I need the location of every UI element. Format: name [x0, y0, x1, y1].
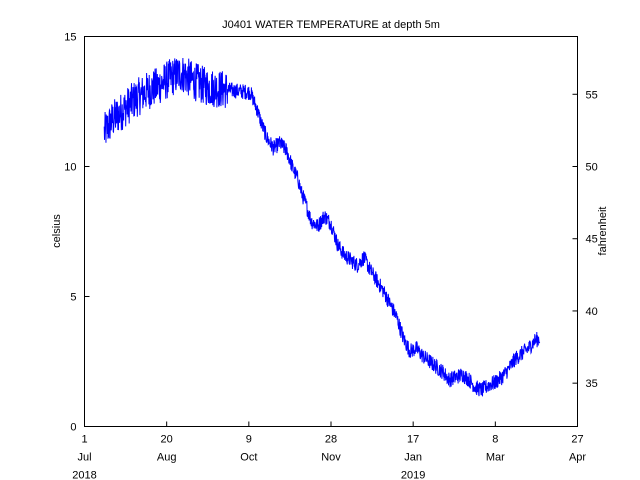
chart-title: J0401 WATER TEMPERATURE at depth 5m	[222, 19, 440, 31]
x-tick-label-year: 2018	[72, 470, 96, 480]
y-tick-label-right: 55	[586, 89, 598, 101]
y-tick-label-left: 0	[70, 422, 76, 434]
x-tick-label-month: Aug	[157, 452, 177, 464]
x-tick-label-month: Jan	[404, 452, 422, 464]
x-tick-label-month: Apr	[569, 452, 586, 464]
x-tick-label-day: 20	[161, 434, 173, 446]
x-tick-label-day: 27	[571, 434, 583, 446]
x-tick-label-day: 1	[81, 434, 87, 446]
x-tick-label-day: 17	[407, 434, 419, 446]
x-tick-label-month: Nov	[321, 452, 341, 464]
x-tick-label-day: 28	[325, 434, 337, 446]
y-tick-label-left: 5	[70, 292, 76, 304]
x-tick-label-year: 2019	[401, 470, 425, 480]
y-axis-label-fahrenheit: fahrenheit	[597, 207, 609, 256]
series-layer	[103, 58, 541, 397]
y-tick-label-right: 35	[586, 378, 598, 390]
y-tick-label-right: 40	[586, 306, 598, 318]
temperature-series-line	[103, 58, 541, 397]
x-tick-label-month: Oct	[240, 452, 257, 464]
x-tick-label-day: 9	[246, 434, 252, 446]
y-tick-label-left: 10	[64, 162, 76, 174]
y-axis-label-celsius: celsius	[51, 214, 63, 248]
y-tick-label-right: 45	[586, 234, 598, 246]
x-tick-label-month: Mar	[486, 452, 505, 464]
y-tick-label-right: 50	[586, 162, 598, 174]
x-tick-label-month: Jul	[77, 452, 91, 464]
x-tick-label-day: 8	[492, 434, 498, 446]
axis-ticks: 0 5 10 15 35 40 45 50 55 1 Jul 2018 20 Aug 9 Oct 28 Nov 17…	[64, 32, 598, 480]
y-tick-label-left: 15	[64, 32, 76, 44]
